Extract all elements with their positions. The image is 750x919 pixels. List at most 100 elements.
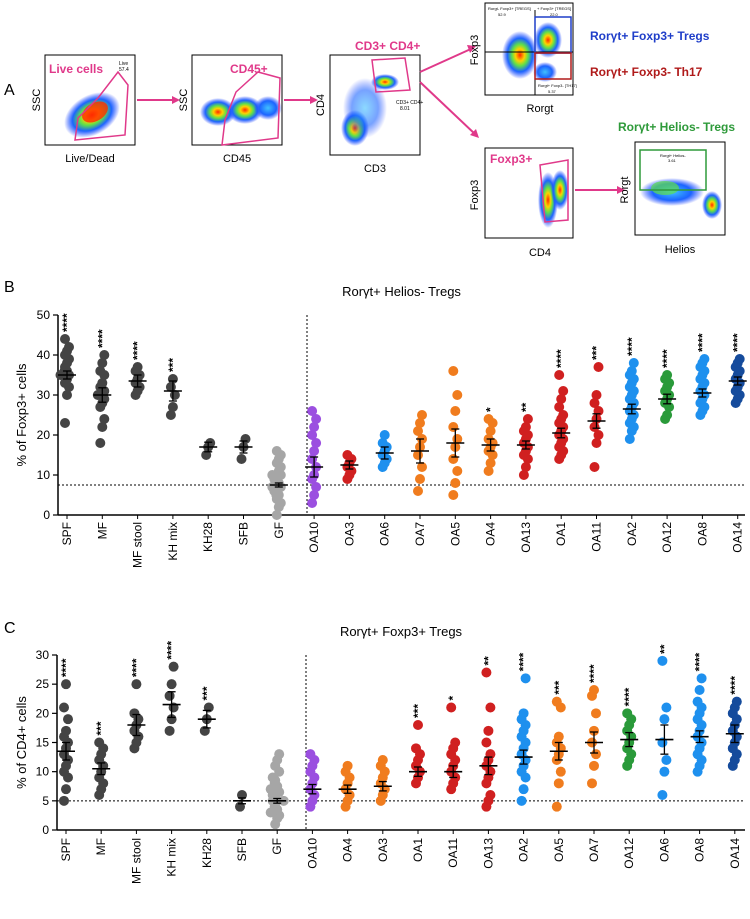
chart-panel-b: B Rorγt+ Helios- Tregs % of Foxp3+ cells 0 1… [4, 279, 747, 568]
significance-B-19: **** [731, 333, 745, 352]
data-point-B-18 [699, 354, 710, 364]
data-point-B-5 [240, 434, 251, 444]
significance-B-12: * [484, 407, 498, 412]
rorgt-x-label: Rorgt [527, 103, 554, 115]
data-point-C-18 [694, 685, 705, 695]
data-point-C-2 [131, 679, 142, 690]
data-point-B-0 [62, 390, 72, 400]
y-tick-label: 30 [37, 388, 51, 402]
data-point-C-12 [481, 667, 492, 678]
data-point-C-13 [520, 673, 531, 684]
data-point-B-1 [95, 438, 106, 448]
category-label-C-3: KH mix [165, 838, 179, 877]
data-point-C-1 [94, 737, 105, 748]
category-label-C-11: OA11 [446, 838, 460, 868]
live-gate [74, 70, 129, 141]
data-point-B-12 [483, 466, 494, 476]
data-point-C-0 [61, 784, 71, 795]
category-label-C-19: OA14 [728, 838, 742, 869]
cd3cd4-x-label: CD3 [364, 163, 386, 175]
data-point-B-16 [628, 358, 639, 368]
category-label-B-15: OA11 [590, 522, 604, 552]
significance-B-0: **** [60, 313, 74, 332]
category-label-C-18: OA8 [693, 838, 707, 862]
data-point-B-13 [520, 422, 531, 432]
data-point-C-15 [591, 708, 601, 719]
category-label-C-5: SFB [235, 838, 249, 861]
data-point-B-16 [626, 366, 637, 376]
category-label-C-16: OA12 [622, 838, 636, 869]
data-point-B-12 [485, 426, 496, 436]
data-point-B-1 [95, 366, 106, 376]
data-point-B-19 [734, 354, 745, 364]
y-tick-label: 0 [43, 508, 50, 522]
data-point-B-7 [311, 438, 322, 448]
data-point-B-14 [554, 370, 565, 380]
q2-value: 22.0 [550, 12, 559, 17]
data-point-B-11 [452, 466, 463, 476]
data-point-B-4 [201, 450, 212, 460]
flow-plot-foxp3: Foxp3+ CD4 Foxp3 [469, 147, 574, 259]
category-label-B-19: OA14 [731, 522, 745, 553]
data-point-B-14 [558, 386, 569, 396]
data-point-B-11 [448, 422, 459, 432]
data-point-C-18 [692, 696, 703, 707]
significance-C-13: **** [517, 652, 531, 671]
data-point-C-0 [61, 679, 71, 690]
data-point-C-14 [555, 766, 566, 777]
data-point-C-3 [166, 679, 177, 690]
data-point-C-15 [589, 760, 599, 771]
significance-C-3: **** [165, 641, 179, 660]
data-point-C-14 [551, 696, 562, 707]
flow-plot-cd3cd4: CD3+ CD4+ CD3+ CD4+ 8.01 CD3 CD4 [315, 39, 423, 175]
q1-label: Rorgt- Foxp3+ [TREGS] [488, 6, 531, 11]
chart-panel-c: C Rorγt+ Foxp3+ Tregs % of CD4+ cells 0 5 10 1… [4, 620, 745, 884]
significance-C-1: *** [94, 721, 108, 735]
category-label-C-4: KH28 [200, 838, 214, 868]
data-point-B-7 [307, 498, 318, 508]
data-point-C-11 [446, 702, 457, 713]
helios-y-label: Rorgt [619, 177, 631, 204]
data-point-B-6 [271, 446, 282, 456]
data-point-C-16 [622, 708, 633, 719]
y-tick-label: 25 [36, 677, 50, 691]
y-tick-label: 10 [37, 468, 51, 482]
data-point-C-0 [59, 702, 69, 713]
data-point-C-10 [413, 720, 423, 730]
data-point-C-3 [168, 661, 179, 672]
y-tick-label: 5 [42, 794, 49, 808]
category-label-C-6: GF [270, 838, 284, 855]
flow-plot-helios: Rorgt+ Helios- 3.61 Helios Rorgt [619, 141, 726, 256]
category-label-B-4: KH28 [201, 522, 215, 552]
significance-C-18: **** [693, 652, 707, 671]
data-point-C-0 [61, 725, 71, 736]
data-point-C-2 [129, 708, 140, 719]
data-point-B-11 [448, 366, 459, 376]
cd3cd4-stat-value: 8.01 [400, 106, 410, 112]
panel-a-label: A [4, 82, 15, 99]
significance-C-12: ** [481, 656, 495, 666]
data-point-B-9 [379, 430, 390, 440]
data-point-B-7 [311, 482, 322, 492]
data-point-B-15 [591, 390, 602, 400]
helios-stat-value: 3.61 [668, 158, 677, 163]
data-point-B-7 [309, 446, 320, 456]
data-point-B-12 [485, 458, 496, 468]
category-label-B-10: OA7 [413, 522, 427, 546]
category-label-C-14: OA5 [552, 838, 566, 862]
data-point-C-17 [661, 755, 672, 765]
significance-B-14: **** [554, 349, 568, 368]
data-point-C-15 [589, 725, 599, 736]
y-tick-label: 50 [37, 308, 51, 322]
data-point-B-10 [415, 418, 425, 428]
legend-tregs: Rorγt+ Foxp3+ Tregs [590, 29, 710, 43]
cd3cd4-gate-label: CD3+ CD4+ [355, 39, 420, 53]
helios-stat-title: Rorgt+ Helios- [660, 153, 686, 158]
data-point-B-16 [624, 434, 635, 444]
y-axis-label: % of Foxp3+ cells [14, 363, 29, 466]
significance-C-4: *** [200, 686, 214, 700]
data-point-C-12 [483, 725, 494, 736]
chart-title: Rorγt+ Helios- Tregs [342, 284, 461, 299]
category-label-C-7: OA10 [305, 838, 319, 869]
category-label-B-17: OA12 [660, 522, 674, 553]
